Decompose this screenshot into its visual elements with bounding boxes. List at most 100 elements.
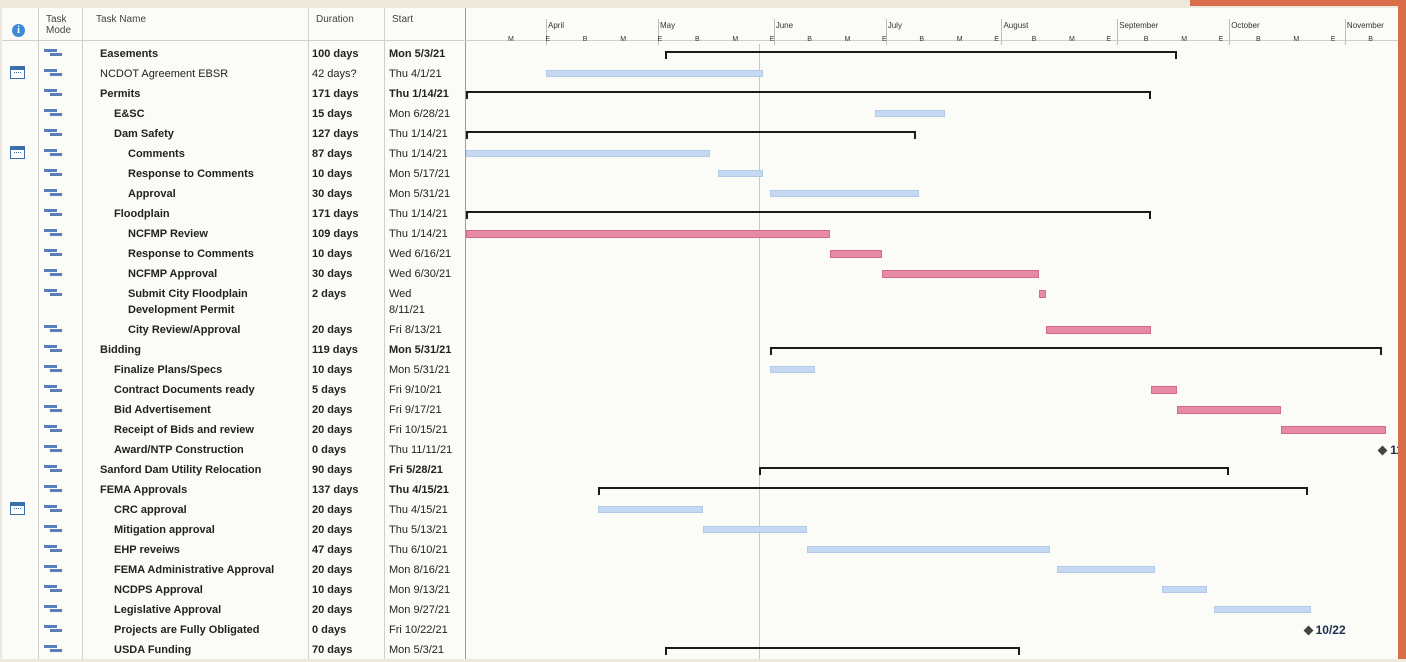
task-duration[interactable]: 42 days?	[312, 68, 357, 80]
task-start[interactable]: Mon 5/17/21	[389, 166, 450, 182]
task-duration[interactable]: 0 days	[312, 444, 347, 456]
task-start[interactable]: Mon 5/31/21	[389, 186, 450, 202]
task-duration[interactable]: 127 days	[312, 128, 359, 140]
task-name[interactable]: Permits	[100, 86, 140, 102]
task-row[interactable]: Submit City Floodplain Development Permit…	[2, 286, 465, 322]
task-bar[interactable]	[466, 150, 711, 157]
task-duration[interactable]: 20 days	[312, 424, 353, 436]
task-duration[interactable]: 171 days	[312, 208, 359, 220]
task-name[interactable]: Submit City Floodplain Development Permit	[128, 286, 248, 318]
task-start[interactable]: Mon 9/13/21	[389, 582, 450, 598]
critical-task-bar[interactable]	[1046, 326, 1151, 334]
task-start[interactable]: Thu 6/10/21	[389, 542, 448, 558]
task-duration[interactable]: 30 days	[312, 188, 353, 200]
task-duration[interactable]: 10 days	[312, 248, 353, 260]
task-bar[interactable]	[1162, 586, 1207, 593]
task-duration[interactable]: 20 days	[312, 504, 353, 516]
task-bar[interactable]	[807, 546, 1050, 553]
task-row[interactable]: FEMA Approvals 137 days Thu 4/15/21	[2, 482, 465, 502]
task-start[interactable]: Thu 1/14/21	[389, 146, 448, 162]
summary-bar[interactable]	[665, 51, 1178, 59]
task-duration[interactable]: 10 days	[312, 584, 353, 596]
task-duration[interactable]: 10 days	[312, 168, 353, 180]
task-bar[interactable]	[1057, 566, 1155, 573]
duration-header[interactable]: Duration	[316, 14, 354, 25]
task-row[interactable]: FEMA Administrative Approval 20 days Mon 8…	[2, 562, 465, 582]
task-start[interactable]: Fri 10/15/21	[389, 422, 448, 438]
critical-task-bar[interactable]	[1281, 426, 1386, 434]
task-row[interactable]: NCFMP Approval 30 days Wed 6/30/21	[2, 266, 465, 286]
task-name[interactable]: Comments	[128, 146, 185, 162]
info-icon[interactable]: i	[12, 24, 25, 37]
task-start[interactable]: Thu 4/15/21	[389, 482, 449, 498]
task-row[interactable]: NCDOT Agreement EBSR 42 days? Thu 4/1/21	[2, 66, 465, 86]
task-row[interactable]: Permits 171 days Thu 1/14/21	[2, 86, 465, 106]
task-duration[interactable]: 87 days	[312, 148, 353, 160]
task-name[interactable]: Floodplain	[114, 206, 170, 222]
task-start[interactable]: Thu 4/1/21	[389, 66, 442, 82]
summary-bar[interactable]	[466, 131, 916, 139]
task-start[interactable]: Thu 11/11/21	[389, 442, 452, 458]
task-start[interactable]: Thu 1/14/21	[389, 86, 449, 102]
task-bar[interactable]	[546, 70, 763, 77]
task-row[interactable]: Dam Safety 127 days Thu 1/14/21	[2, 126, 465, 146]
task-name[interactable]: Dam Safety	[114, 126, 174, 142]
summary-bar[interactable]	[758, 467, 1230, 475]
task-row[interactable]: Finalize Plans/Specs 10 days Mon 5/31/21	[2, 362, 465, 382]
task-duration[interactable]: 47 days	[312, 544, 353, 556]
task-duration[interactable]: 119 days	[312, 344, 358, 356]
task-name[interactable]: NCDOT Agreement EBSR	[100, 66, 228, 82]
task-duration[interactable]: 15 days	[312, 108, 353, 120]
task-name[interactable]: Award/NTP Construction	[114, 442, 244, 458]
task-row[interactable]: Mitigation approval 20 days Thu 5/13/21	[2, 522, 465, 542]
task-start[interactable]: Wed 8/11/21	[389, 286, 425, 318]
task-duration[interactable]: 20 days	[312, 564, 353, 576]
task-name-header[interactable]: Task Name	[96, 14, 147, 25]
task-start[interactable]: Mon 6/28/21	[389, 106, 450, 122]
task-bar[interactable]	[598, 506, 703, 513]
task-start[interactable]: Mon 5/3/21	[389, 46, 445, 62]
task-row[interactable]: City Review/Approval 20 days Fri 8/13/21	[2, 322, 465, 342]
table-gantt-divider[interactable]	[465, 8, 466, 659]
task-row[interactable]: Floodplain 171 days Thu 1/14/21	[2, 206, 465, 226]
task-bar[interactable]	[702, 526, 808, 533]
task-duration[interactable]: 30 days	[312, 268, 353, 280]
task-bar[interactable]	[874, 110, 946, 117]
task-duration[interactable]: 137 days	[312, 484, 359, 496]
task-row[interactable]: Comments 87 days Thu 1/14/21	[2, 146, 465, 166]
task-start[interactable]: Mon 5/31/21	[389, 362, 450, 378]
critical-task-bar[interactable]	[1038, 290, 1047, 298]
task-row[interactable]: Bidding 119 days Mon 5/31/21	[2, 342, 465, 362]
task-start[interactable]: Fri 10/22/21	[389, 622, 448, 638]
task-start[interactable]: Thu 4/15/21	[389, 502, 448, 518]
task-duration[interactable]: 70 days	[312, 644, 353, 656]
task-row[interactable]: Projects are Fully Obligated 0 days Fri 10…	[2, 622, 465, 642]
task-bar[interactable]	[1214, 606, 1312, 613]
task-duration[interactable]: 5 days	[312, 384, 347, 396]
task-name[interactable]: Receipt of Bids and review	[114, 422, 254, 438]
task-name[interactable]: EHP reveiws	[114, 542, 180, 558]
task-row[interactable]: Award/NTP Construction 0 days Thu 11/11/21	[2, 442, 465, 462]
task-row[interactable]: EHP reveiws 47 days Thu 6/10/21	[2, 542, 465, 562]
task-duration[interactable]: 100 days	[312, 48, 359, 60]
milestone-diamond[interactable]	[1303, 625, 1314, 636]
task-duration[interactable]: 20 days	[312, 404, 353, 416]
task-row[interactable]: Easements 100 days Mon 5/3/21	[2, 46, 465, 66]
task-duration[interactable]: 109 days	[312, 228, 359, 240]
task-duration[interactable]: 20 days	[312, 604, 353, 616]
task-name[interactable]: NCDPS Approval	[114, 582, 203, 598]
task-name[interactable]: FEMA Approvals	[100, 482, 187, 498]
milestone-diamond[interactable]	[1377, 445, 1388, 456]
task-start[interactable]: Thu 1/14/21	[389, 226, 448, 242]
task-duration[interactable]: 0 days	[312, 624, 347, 636]
task-row[interactable]: Response to Comments 10 days Mon 5/17/21	[2, 166, 465, 186]
task-start[interactable]: Mon 9/27/21	[389, 602, 450, 618]
task-name[interactable]: Projects are Fully Obligated	[114, 622, 260, 638]
task-name[interactable]: Finalize Plans/Specs	[114, 362, 222, 378]
task-name[interactable]: FEMA Administrative Approval	[114, 562, 274, 578]
task-start[interactable]: Fri 5/28/21	[389, 462, 443, 478]
critical-task-bar[interactable]	[882, 270, 1039, 278]
task-start[interactable]: Thu 1/14/21	[389, 126, 448, 142]
task-start[interactable]: Fri 9/10/21	[389, 382, 442, 398]
task-start[interactable]: Mon 5/3/21	[389, 642, 444, 658]
